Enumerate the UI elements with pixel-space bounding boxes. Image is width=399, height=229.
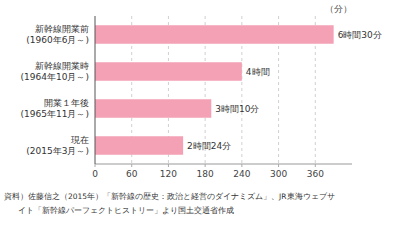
data-label: 3時間10分 bbox=[215, 104, 259, 114]
data-label: 6時間30分 bbox=[338, 30, 382, 40]
bar bbox=[95, 25, 334, 44]
x-tick-label: 180 bbox=[197, 169, 214, 179]
bars bbox=[95, 25, 334, 155]
x-tick bbox=[131, 164, 132, 167]
caption: イト「新幹線パーフェクトヒストリー」より国土交通省作成 bbox=[18, 206, 234, 215]
x-tick-label: 0 bbox=[92, 169, 98, 179]
x-tick bbox=[278, 164, 279, 167]
x-tick-label: 60 bbox=[126, 169, 138, 179]
chart: 0 60 120 180 240 300 360 （分） 新幹線開業前(1960年6月～) 新幹線… bbox=[0, 0, 399, 229]
data-label: 4時間 bbox=[246, 67, 270, 77]
zero-line bbox=[95, 16, 96, 164]
bar bbox=[95, 136, 183, 155]
x-tick bbox=[315, 164, 316, 167]
x-tick-label: 240 bbox=[233, 169, 250, 179]
x-tick-label: 120 bbox=[160, 169, 177, 179]
axes: 0 60 120 180 240 300 360 bbox=[92, 16, 352, 179]
x-tick bbox=[95, 164, 96, 167]
bar bbox=[95, 99, 211, 118]
x-tick-label: 360 bbox=[307, 169, 324, 179]
x-tick bbox=[168, 164, 169, 167]
x-tick bbox=[241, 164, 242, 167]
bar bbox=[95, 62, 242, 81]
data-label: 2時間24分 bbox=[187, 141, 231, 151]
category-label: 新幹線開業前(1960年6月～) bbox=[26, 24, 89, 45]
x-axis-line bbox=[95, 164, 352, 165]
x-tick-label: 300 bbox=[270, 169, 287, 179]
category-label: 現在(2015年3月～) bbox=[26, 135, 89, 156]
category-label: 新幹線開業時(1964年10月～) bbox=[21, 61, 89, 82]
x-tick bbox=[205, 164, 206, 167]
caption: 資料）佐藤信之（2015年）「新幹線の歴史：政治と経営のダイナミズム」、JR東海… bbox=[4, 192, 335, 201]
category-label: 開業１年後(1965年11月～) bbox=[21, 98, 89, 119]
x-axis-label: （分） bbox=[325, 4, 352, 14]
